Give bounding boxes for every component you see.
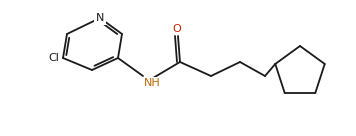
Text: N: N <box>96 13 104 23</box>
Text: Cl: Cl <box>48 53 59 63</box>
Text: O: O <box>173 24 181 34</box>
Text: NH: NH <box>144 78 161 88</box>
